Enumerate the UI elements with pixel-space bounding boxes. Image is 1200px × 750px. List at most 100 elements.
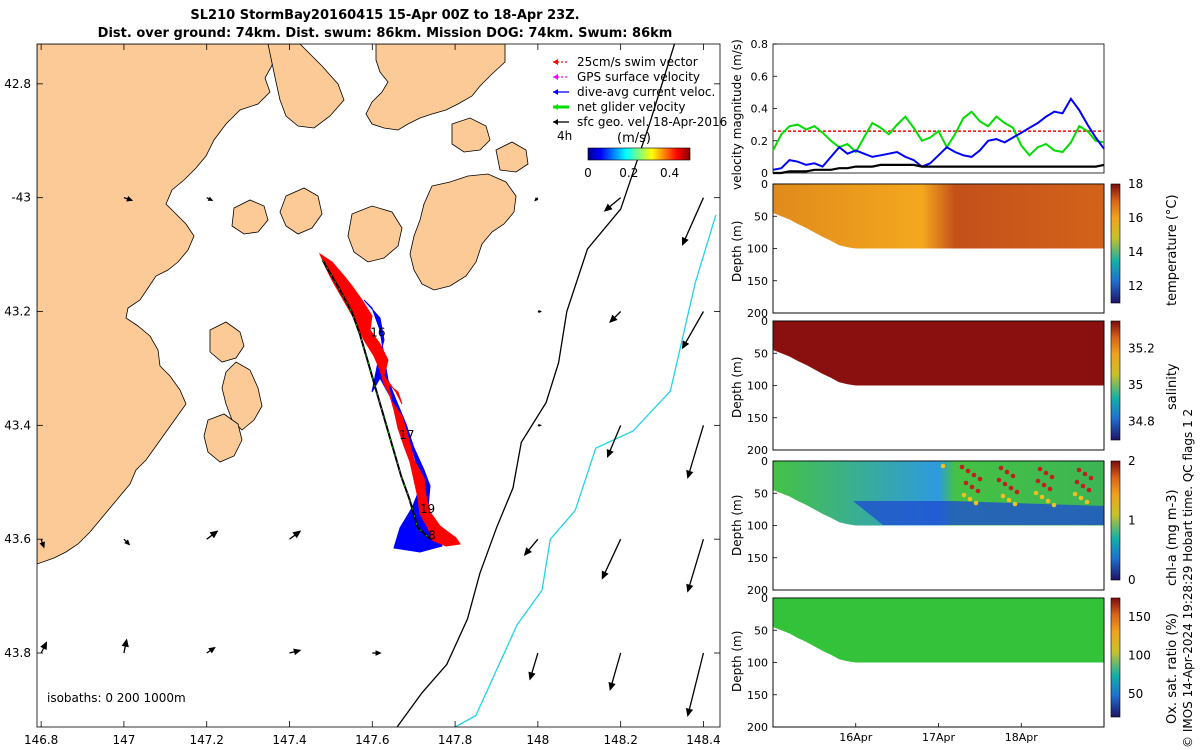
heat3-colorbar xyxy=(1110,460,1121,581)
land-polygon xyxy=(495,141,529,173)
map-xtick-label: 147.8 xyxy=(438,733,472,747)
geo-vector-group xyxy=(39,196,705,717)
geo-vector-arrow xyxy=(289,648,302,656)
chla-sample-dot xyxy=(1084,499,1090,505)
chla-sample-dot xyxy=(1043,470,1049,476)
heat3-ytick-label: 0 xyxy=(761,455,768,468)
legend-label-current: dive-avg current veloc. xyxy=(577,85,715,99)
velocity-ytick-label: 0.8 xyxy=(751,38,769,51)
land-group xyxy=(37,44,529,565)
time-xtick-label: 18Apr xyxy=(1005,731,1039,744)
legend-arrowhead-net xyxy=(553,104,558,110)
chla-sample-dot xyxy=(1035,478,1041,484)
geo-vector-arrow xyxy=(608,652,622,691)
isobath-label: isobaths: 0 200 1000m xyxy=(47,691,186,705)
legend-arrowhead-swim xyxy=(553,59,558,65)
chla-sample-dot xyxy=(1000,493,1006,499)
day-label: 19 xyxy=(420,502,435,516)
figure-title-line1: SL210 StormBay20160415 15-Apr 00Z to 18-… xyxy=(190,8,580,23)
heat1-data-field xyxy=(773,184,1104,249)
isobath-group xyxy=(396,44,717,727)
map-ytick-label: 42.8 xyxy=(4,77,31,91)
heat2-ytick-label: 100 xyxy=(747,380,768,393)
chla-sample-dot xyxy=(1037,466,1043,472)
chla-sample-dot xyxy=(965,468,971,474)
colorbar-title: (m/s) xyxy=(617,131,651,146)
legend-label-swim: 25cm/s swim vector xyxy=(577,55,698,69)
heat3-ytick-label: 100 xyxy=(747,520,768,533)
oxygen-ylabel: Depth (m) xyxy=(730,630,744,692)
heat3-colorbar-tick-label: 0 xyxy=(1128,573,1136,587)
land-polygon xyxy=(347,205,403,263)
oxygen-colorbar-label: Ox. sat. ratio (%) xyxy=(1165,613,1180,724)
heat2-colorbar-tick-label: 35 xyxy=(1128,378,1143,392)
chla-sample-dot xyxy=(1080,483,1086,489)
land-polygon xyxy=(203,413,243,463)
salinity-ylabel: Depth (m) xyxy=(730,356,744,418)
heat1-ytick-label: 150 xyxy=(747,275,768,288)
heat4-colorbar-tick-label: 150 xyxy=(1128,610,1151,624)
heat4-data-field xyxy=(773,598,1104,663)
chla-ylabel: Depth (m) xyxy=(730,494,744,556)
heat3-colorbar-tick-label: 2 xyxy=(1128,454,1136,468)
chla-sample-dot xyxy=(1086,487,1092,493)
geo-vector-arrow xyxy=(609,311,622,324)
chla-sample-dot xyxy=(1074,479,1080,485)
temperature-ylabel: Depth (m) xyxy=(730,220,744,282)
geo-vector-arrow xyxy=(528,652,539,681)
legend-label-net: net glider velocity xyxy=(577,100,685,114)
heat3-ytick-label: 200 xyxy=(747,584,768,597)
map-xtick-label: 148.4 xyxy=(686,733,720,747)
heat4-colorbar-tick-label: 50 xyxy=(1128,687,1143,701)
chla-sample-dot xyxy=(1033,490,1039,496)
heat2-colorbar-tick-label: 34.8 xyxy=(1128,415,1155,429)
land-polygon xyxy=(209,321,245,363)
heat2-ytick-label: 200 xyxy=(747,444,768,457)
isobath-200m xyxy=(396,44,676,727)
heat1-ytick-label: 200 xyxy=(747,307,768,320)
land-polygon xyxy=(365,44,506,131)
geo-vector-arrow xyxy=(206,646,216,654)
legend-arrowhead-geo xyxy=(553,119,558,125)
velocity-ytick-label: 0.4 xyxy=(751,103,769,116)
heat4-colorbar xyxy=(1110,597,1121,718)
chla-sample-dot xyxy=(1045,498,1051,504)
swim-vector-patch xyxy=(318,252,461,547)
velocity-ytick-label: 0.6 xyxy=(751,70,769,83)
geo-vector-arrow xyxy=(537,423,543,427)
heat2-colorbar-tick-label: 35.2 xyxy=(1128,341,1155,355)
map-ytick-label: 43.4 xyxy=(4,418,31,432)
geo-vector-arrow xyxy=(123,538,131,546)
chla-sample-dot xyxy=(1010,473,1016,479)
geo-vector-arrow xyxy=(39,538,45,549)
heat1-colorbar xyxy=(1110,183,1121,304)
chla-sample-dot xyxy=(1039,494,1045,500)
chla-sample-dot xyxy=(969,484,975,490)
heat4-ytick-label: 150 xyxy=(747,689,768,702)
chla-sample-dot xyxy=(973,500,979,506)
heat2-ytick-label: 50 xyxy=(754,347,768,360)
land-polygon xyxy=(267,44,345,129)
geo-vector-arrow xyxy=(534,197,539,202)
velocity-ylabel: velocity magnitude (m/s) xyxy=(730,39,744,190)
speed-colorbar xyxy=(587,147,691,161)
geo-vector-arrow xyxy=(121,638,129,654)
temperature-colorbar-label: temperature (°C) xyxy=(1165,194,1180,306)
chla-sample-dot xyxy=(1049,474,1055,480)
chla-sample-dot xyxy=(1072,491,1078,497)
geo-vector-arrow xyxy=(681,197,705,246)
chla-sample-dot xyxy=(1082,471,1088,477)
chla-sample-dot xyxy=(1047,486,1053,492)
map-xtick-label: 147.2 xyxy=(190,733,224,747)
heat1-colorbar-tick-label: 12 xyxy=(1128,279,1143,293)
heat4-ytick-label: 50 xyxy=(754,624,768,637)
isobath-1000m xyxy=(454,214,717,727)
geo-vector-arrow xyxy=(685,652,705,717)
salinity-panel: 0 50 100 150 200 34.8 35 35.2 xyxy=(747,315,1155,457)
oxygen-panel: 0 50 100 150 200 50 100 150 16Apr 17Apr 18Apr xyxy=(747,592,1151,744)
map-panel: 16 17 19 8 146.8 147 147.2 147.4 147.6 147.8 148 14… xyxy=(4,43,727,747)
land-polygon xyxy=(37,44,277,565)
colorbar-tick-label: 0.4 xyxy=(660,166,679,180)
